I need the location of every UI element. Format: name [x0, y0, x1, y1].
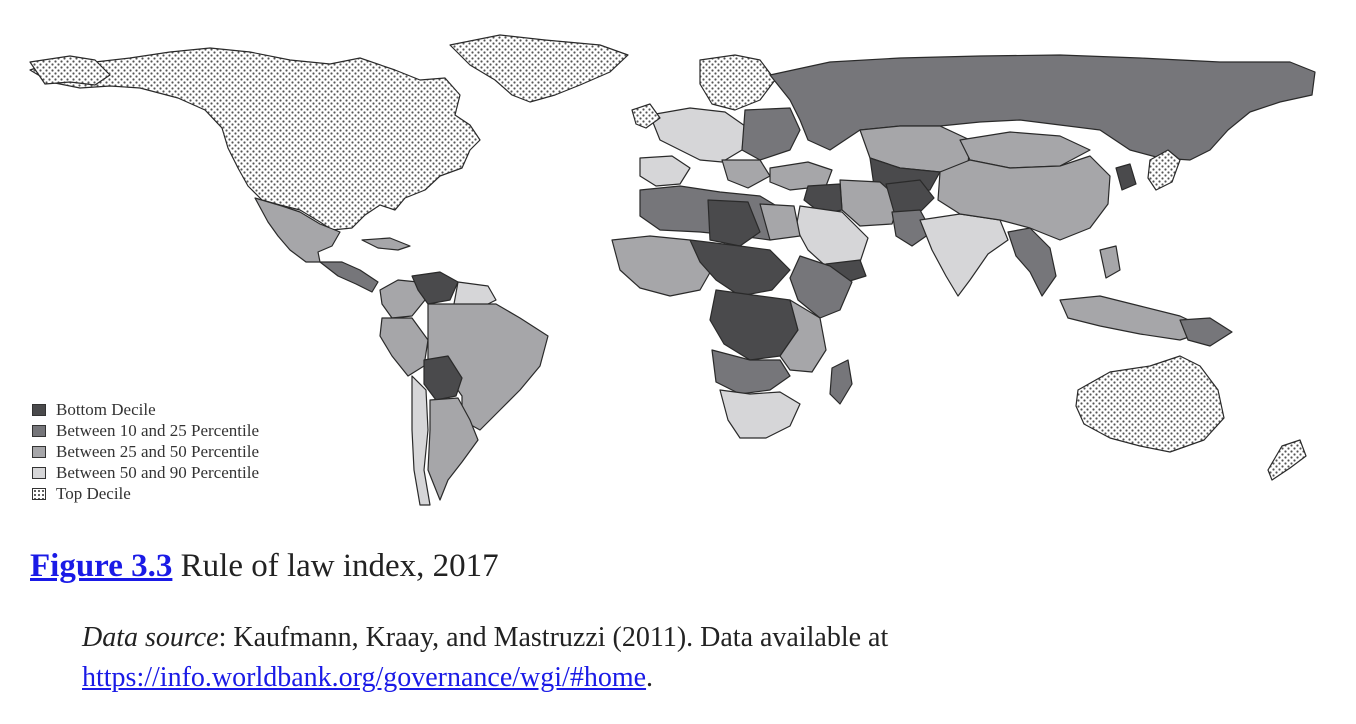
- region-alaska: [29, 55, 111, 86]
- region-india: [919, 213, 1009, 297]
- region-iberia: [639, 155, 691, 187]
- data-source-note: Data source: Kaufmann, Kraay, and Mastru…: [82, 618, 1282, 698]
- region-mexico: [254, 197, 341, 263]
- region-north-america: [29, 47, 481, 231]
- region-russia: [769, 54, 1316, 161]
- figure-caption: Figure 3.3 Rule of law index, 2017: [30, 548, 499, 585]
- legend-label: Between 25 and 50 Percentile: [56, 442, 259, 461]
- region-southern-africa: [719, 389, 801, 439]
- legend-swatch-bottom-decile: [32, 403, 46, 416]
- legend-label: Between 50 and 90 Percentile: [56, 463, 259, 482]
- region-libya: [707, 199, 761, 247]
- legend-item-10-25: Between 10 and 25 Percentile: [32, 420, 259, 441]
- region-colombia: [379, 279, 426, 319]
- data-source-trailing: .: [646, 662, 654, 693]
- region-greenland: [449, 34, 629, 103]
- region-china: [937, 155, 1111, 241]
- region-argentina: [427, 397, 479, 501]
- legend-label: Bottom Decile: [56, 400, 156, 419]
- region-new-zealand: [1267, 439, 1307, 481]
- region-sahel: [689, 239, 791, 297]
- region-madagascar: [829, 359, 853, 405]
- region-horn-africa: [789, 255, 853, 319]
- region-central-america: [319, 261, 379, 293]
- legend-label: Top Decile: [56, 484, 131, 503]
- region-png: [1179, 317, 1233, 347]
- data-source-url-link[interactable]: https://info.worldbank.org/governance/wg…: [82, 662, 647, 693]
- region-egypt: [759, 203, 801, 241]
- region-angola-zambia: [711, 349, 791, 395]
- region-east-africa: [779, 299, 827, 373]
- region-west-africa: [611, 235, 717, 297]
- legend-swatch-10-25: [32, 424, 46, 437]
- data-source-label: Data source: [82, 622, 219, 653]
- map-legend: Bottom Decile Between 10 and 25 Percenti…: [32, 399, 259, 504]
- region-caribbean: [361, 237, 411, 251]
- region-pakistan: [891, 209, 933, 247]
- figure-number-link[interactable]: Figure 3.3: [30, 548, 173, 584]
- legend-item-top-decile: Top Decile: [32, 483, 259, 504]
- legend-swatch-50-90: [32, 466, 46, 479]
- legend-label: Between 10 and 25 Percentile: [56, 421, 259, 440]
- region-bolivia: [423, 355, 463, 401]
- world-map: [29, 34, 1316, 506]
- legend-swatch-25-50: [32, 445, 46, 458]
- region-scandinavia: [699, 54, 776, 111]
- data-source-text: : Kaufmann, Kraay, and Mastruzzi (2011).…: [218, 622, 889, 653]
- region-philippines: [1099, 245, 1121, 279]
- legend-item-25-50: Between 25 and 50 Percentile: [32, 441, 259, 462]
- region-korea: [1115, 163, 1137, 191]
- region-uk: [631, 103, 661, 129]
- region-japan: [1147, 149, 1181, 191]
- region-chile: [411, 375, 431, 506]
- region-eastern-europe: [741, 107, 801, 161]
- region-australia: [1075, 355, 1225, 453]
- legend-item-bottom-decile: Bottom Decile: [32, 399, 259, 420]
- region-myanmar-se-asia: [1007, 227, 1057, 297]
- region-venezuela: [411, 271, 459, 305]
- figure-title: Rule of law index, 2017: [172, 548, 499, 584]
- region-afghanistan: [885, 179, 935, 215]
- region-peru: [379, 317, 429, 377]
- legend-item-50-90: Between 50 and 90 Percentile: [32, 462, 259, 483]
- region-western-europe: [649, 107, 746, 163]
- region-balkans: [721, 159, 771, 189]
- legend-swatch-top-decile: [32, 487, 46, 500]
